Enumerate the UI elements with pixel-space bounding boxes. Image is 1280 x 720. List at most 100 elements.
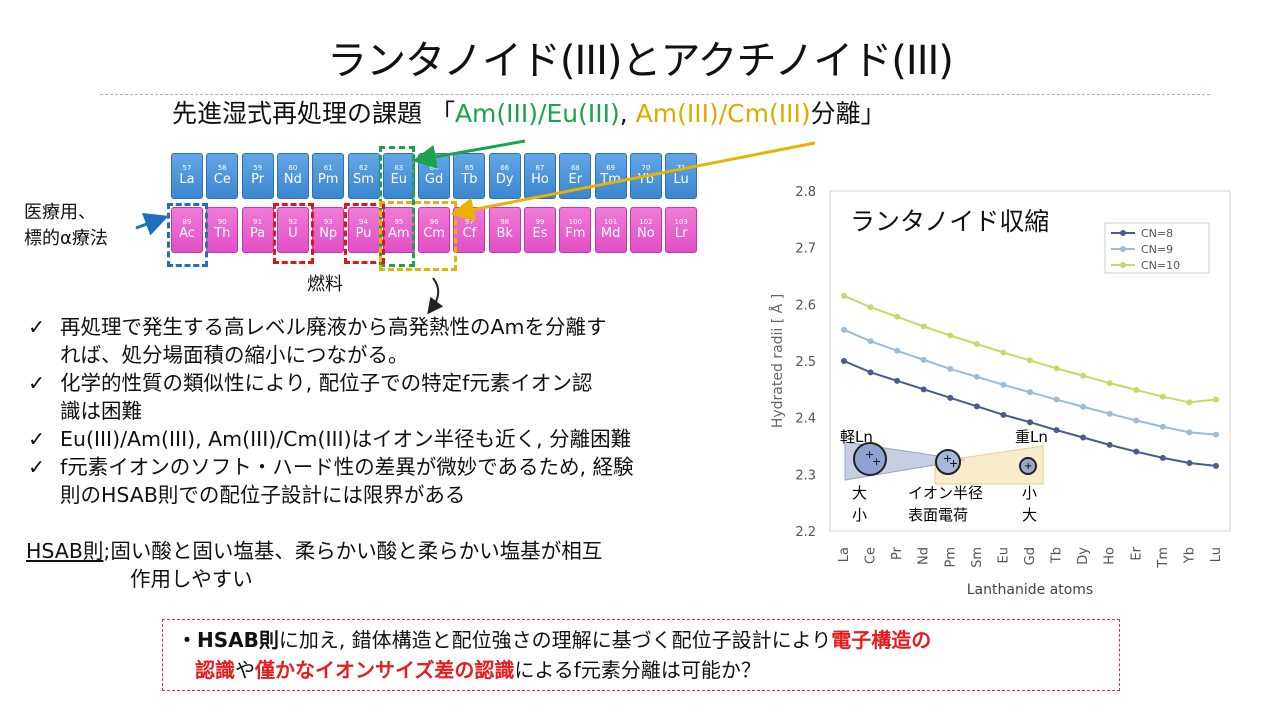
- legend-entry: CN=9: [1141, 243, 1173, 256]
- legend-marker: [1120, 246, 1126, 252]
- element-eu: 63 Eu: [382, 153, 415, 199]
- atomic-number: 98: [500, 218, 510, 226]
- atomic-number: 101: [603, 218, 618, 226]
- atomic-number: 89: [182, 218, 192, 226]
- large-label: 大: [852, 484, 867, 502]
- data-point: [947, 365, 954, 372]
- atomic-number: 67: [535, 164, 545, 172]
- data-point: [1000, 411, 1007, 418]
- data-point: [1186, 460, 1193, 466]
- x-tick-label: Tb: [1050, 547, 1065, 564]
- atomic-number: 102: [639, 218, 653, 226]
- data-point: [1133, 417, 1140, 424]
- x-tick-label: Pr: [890, 546, 905, 560]
- green-arrow: [412, 139, 526, 169]
- legend-entry: CN=8: [1141, 227, 1173, 240]
- data-point: [947, 332, 954, 339]
- bullet-item-2: ✓ 化学的性質の類似性により, 配位子での特定f元素イオン認 識は困難: [28, 369, 748, 425]
- legend-entry: CN=10: [1141, 259, 1180, 272]
- element-la: 57 La: [171, 153, 203, 199]
- check-icon: ✓: [28, 455, 46, 479]
- element-lr: 103 Lr: [665, 207, 698, 253]
- atomic-number: 60: [288, 164, 298, 172]
- y-axis-label: Hydrated radii [ Å ]: [769, 294, 786, 428]
- chart-title: ランタノイド収縮: [850, 207, 1049, 236]
- subtitle-am-eu: Am(III)/Eu(III): [454, 99, 620, 128]
- data-point: [841, 358, 847, 364]
- atomic-number: 93: [323, 218, 333, 226]
- data-point: [894, 347, 901, 354]
- highlight-pu-box: [343, 203, 385, 264]
- medical-label-line1: 医療用、: [24, 202, 96, 223]
- bullet-text: Eu(III)/Am(III), Am(III)/Cm(III)はイオン半径も近…: [60, 427, 632, 451]
- data-point: [1027, 419, 1033, 426]
- y-tick-label: 2.2: [795, 525, 816, 540]
- bullet-text: 識は困難: [60, 399, 142, 423]
- data-point: [973, 403, 980, 410]
- data-point: [1080, 403, 1087, 410]
- data-point: [1000, 349, 1007, 356]
- slide-title: ランタノイド(III)とアクチノイド(III): [327, 38, 954, 84]
- x-tick-label: Yb: [1182, 547, 1197, 564]
- x-tick-label: Nd: [917, 547, 932, 565]
- medical-use-label: 医療用、 標的α療法: [24, 200, 108, 252]
- element-symbol: Np: [319, 226, 338, 241]
- element-symbol: Cf: [462, 226, 477, 241]
- element-symbol: Md: [600, 226, 621, 241]
- large-ion-circle: [853, 442, 887, 476]
- atomic-number: 69: [606, 164, 616, 172]
- element-dy: 66 Dy: [488, 153, 521, 199]
- small-label: 小: [852, 506, 867, 524]
- x-tick-label: Er: [1129, 546, 1144, 560]
- medium-ion-circle: [935, 449, 961, 475]
- y-tick-label: 2.8: [795, 185, 816, 200]
- bullet-item-3: ✓ Eu(III)/Am(III), Am(III)/Cm(III)はイオン半径…: [28, 425, 748, 453]
- bullet-text: れば、処分場面積の縮小につながる。: [60, 343, 409, 367]
- element-symbol: Gd: [424, 172, 444, 187]
- callout-dot: ・: [177, 628, 197, 652]
- bullet-item-1: ✓ 再処理で発生する高レベル廃液から高発熱性のAmを分離す れば、処分場面積の縮…: [28, 313, 748, 369]
- element-symbol: Eu: [390, 172, 408, 187]
- bullet-text: 再処理で発生する高レベル廃液から高発熱性のAmを分離す: [60, 315, 607, 339]
- atomic-number: 57: [182, 164, 192, 172]
- surface-charge-label: 表面電荷: [908, 506, 968, 524]
- element-symbol: U: [288, 226, 298, 241]
- ion-plus: +: [943, 452, 952, 465]
- element-bk: 98 Bk: [488, 207, 521, 253]
- data-point: [920, 323, 927, 330]
- element-symbol: Pu: [355, 226, 372, 241]
- x-tick-label: Sm: [970, 547, 985, 568]
- atomic-number: 103: [674, 218, 688, 226]
- callout-text: によるf元素分離は可能か？: [514, 658, 761, 682]
- element-pr: 59 Pr: [241, 153, 274, 199]
- data-point: [867, 338, 874, 345]
- data-point: [841, 326, 847, 333]
- legend-marker: [1120, 262, 1126, 268]
- subtitle-suffix: 分離」: [810, 99, 886, 128]
- element-symbol: Es: [532, 226, 548, 241]
- ion-plus: +: [872, 455, 881, 468]
- element-symbol: Fm: [565, 226, 586, 241]
- element-symbol: Ce: [213, 172, 231, 187]
- ion-size-annotation: + + + + + 軽Ln 重Ln 大 小 イオン半径 表面電荷 小 大: [840, 428, 1048, 524]
- x-tick-label: Gd: [1023, 547, 1038, 565]
- data-point: [920, 356, 927, 363]
- element-pm: 61 Pm: [312, 153, 345, 199]
- element-nd: 60 Nd: [276, 153, 309, 199]
- element-symbol: Pr: [251, 172, 265, 187]
- atomic-number: 90: [217, 218, 227, 226]
- y-tick-label: 2.7: [795, 242, 816, 257]
- atomic-number: 66: [500, 164, 510, 172]
- element-symbol: No: [637, 226, 655, 241]
- data-point: [1213, 396, 1219, 403]
- x-tick-label: Tm: [1156, 547, 1171, 569]
- element-fm: 100 Fm: [559, 207, 592, 253]
- data-point: [1213, 431, 1219, 438]
- data-point: [1133, 448, 1140, 455]
- element-es: 99 Es: [524, 207, 556, 253]
- x-tick-label: Pm: [943, 547, 958, 568]
- y-tick-label: 2.4: [795, 412, 816, 427]
- atomic-number: 91: [253, 218, 263, 226]
- large-label-2: 大: [1022, 506, 1037, 524]
- element-symbol: Cm: [423, 226, 445, 241]
